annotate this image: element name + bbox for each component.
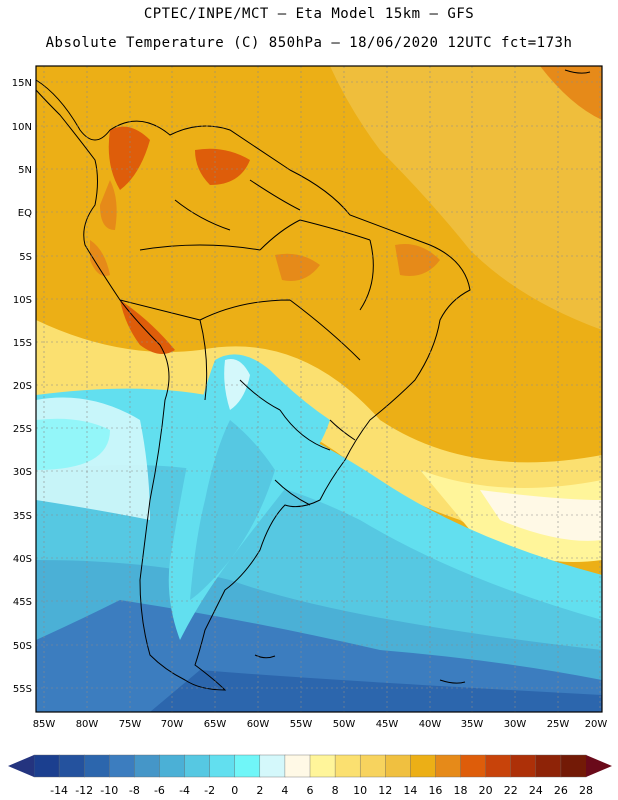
- lon-label: 30W: [504, 719, 527, 730]
- colorbar-swatch: [33, 754, 60, 778]
- map-frame: [35, 65, 603, 713]
- colorbar-swatch: [83, 754, 110, 778]
- colorbar-swatch: [560, 754, 587, 778]
- colorbar-label: -6: [154, 784, 165, 797]
- lon-label: 45W: [376, 719, 399, 730]
- colorbar-label: 0: [231, 784, 238, 797]
- lat-label: 5N: [18, 165, 32, 176]
- map-title-line-2: Absolute Temperature (C) 850hPa – 18/06/…: [45, 35, 573, 51]
- colorbar-swatch: [435, 754, 462, 778]
- longitude-labels: 85W 80W 75W 70W 65W 60W 55W 50W 45W 40W …: [33, 719, 608, 730]
- lon-label: 65W: [204, 719, 227, 730]
- lat-label: 10S: [13, 295, 32, 306]
- colorbar-swatch: [334, 754, 361, 778]
- lon-label: 20W: [585, 719, 608, 730]
- colorbar-swatch: [259, 754, 286, 778]
- lon-label: 25W: [547, 719, 570, 730]
- colorbar-label: 6: [307, 784, 314, 797]
- colorbar-swatch: [385, 754, 411, 778]
- colorbar-label: 8: [332, 784, 339, 797]
- lon-label: 75W: [119, 719, 142, 730]
- colorbar-swatch: [209, 754, 236, 778]
- lon-label: 60W: [247, 719, 270, 730]
- colorbar-swatch: [309, 754, 336, 778]
- colorbar-label: 4: [281, 784, 288, 797]
- colorbar-label: 10: [353, 784, 367, 797]
- lat-label: 30S: [13, 467, 32, 478]
- lon-label: 50W: [333, 719, 356, 730]
- lat-label: 50S: [13, 641, 32, 652]
- lat-label: 45S: [13, 597, 32, 608]
- lat-label: 35S: [13, 511, 32, 522]
- coastlines: [35, 69, 591, 691]
- lat-label: 40S: [13, 554, 32, 565]
- map-title-line-1: CPTEC/INPE/MCT – Eta Model 15km – GFS: [143, 6, 475, 22]
- lat-label: 25S: [13, 424, 32, 435]
- colorbar-label: -12: [75, 784, 93, 797]
- colorbar-swatch: [460, 754, 487, 778]
- lon-label: 80W: [76, 719, 99, 730]
- colorbar-swatch: [159, 754, 186, 778]
- colorbar-label: 16: [428, 784, 442, 797]
- lat-label: EQ: [18, 208, 32, 219]
- colorbar-label: -10: [100, 784, 118, 797]
- colorbar-label: -2: [204, 784, 215, 797]
- lat-label: 15N: [12, 78, 32, 89]
- colorbar-swatch: [109, 754, 135, 778]
- colorbar-swatch: [535, 754, 562, 778]
- lon-label: 70W: [161, 719, 184, 730]
- lon-label: 55W: [290, 719, 313, 730]
- lat-label: 10N: [12, 122, 32, 133]
- colorbar-label: 22: [504, 784, 518, 797]
- colorbar-swatch: [410, 754, 436, 778]
- colorbar-label: 20: [479, 784, 493, 797]
- lat-lon-grid: [36, 66, 602, 712]
- colorbar-label: -4: [179, 784, 190, 797]
- colorbar-label: 18: [454, 784, 468, 797]
- colorbar-swatch: [58, 754, 85, 778]
- colorbar-label: 12: [378, 784, 392, 797]
- colorbar-swatch: [359, 754, 386, 778]
- lat-label: 55S: [13, 684, 32, 695]
- colorbar-swatch: [234, 754, 261, 778]
- temperature-field: [36, 66, 602, 712]
- colorbar-swatch: [485, 754, 512, 778]
- lat-label: 5S: [19, 252, 32, 263]
- colorbar-label: 26: [554, 784, 568, 797]
- colorbar-swatch: [184, 754, 211, 778]
- color-scale-bar: -14 -12 -10 -8 -6 -4 -2 0 2 4 6 8 10 12 14 16 18 20 22 24 26…: [8, 754, 612, 797]
- colorbar-label: 28: [579, 784, 593, 797]
- lat-label: 15S: [13, 338, 32, 349]
- colorbar-label: -14: [50, 784, 68, 797]
- colorbar-min-arrow: [8, 755, 34, 777]
- colorbar-swatch: [510, 754, 537, 778]
- colorbar-label: 2: [256, 784, 263, 797]
- colorbar-max-arrow: [586, 755, 612, 777]
- colorbar-label: -8: [129, 784, 140, 797]
- colorbar-swatch: [284, 754, 311, 778]
- lon-label: 35W: [461, 719, 484, 730]
- colorbar-swatch: [134, 754, 160, 778]
- colorbar-label: 24: [529, 784, 543, 797]
- lon-label: 85W: [33, 719, 56, 730]
- lon-label: 40W: [419, 719, 442, 730]
- latitude-labels: 15N 10N 5N EQ 5S 10S 15S 20S 25S 30S 35S…: [12, 78, 32, 695]
- colorbar-label: 14: [403, 784, 417, 797]
- lat-label: 20S: [13, 381, 32, 392]
